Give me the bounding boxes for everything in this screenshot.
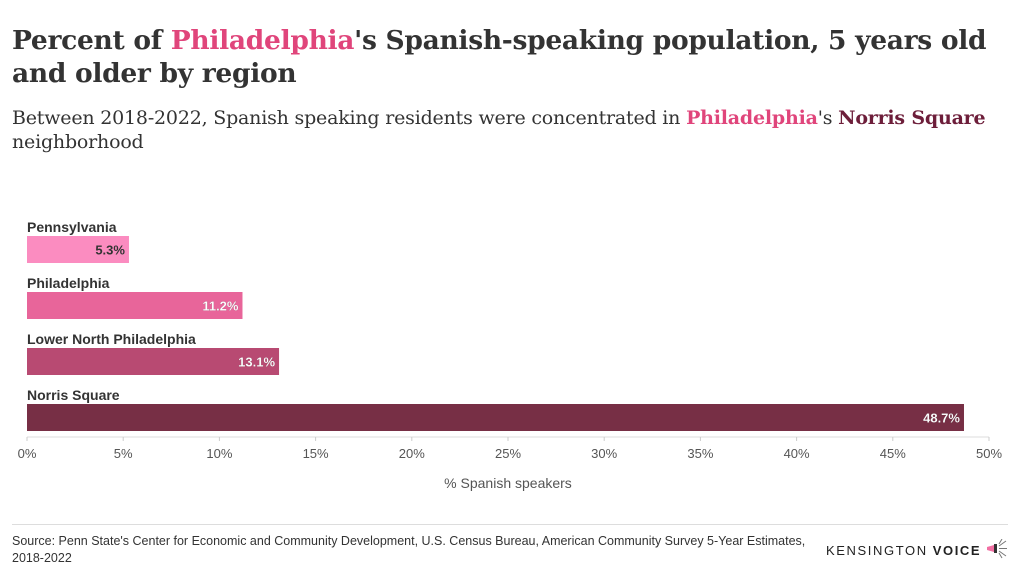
bar-chart: Pennsylvania 5.3% Philadelphia 11.2% Lower N… — [18, 219, 1003, 491]
x-axis-label: % Spanish speakers — [444, 475, 572, 491]
x-tick-label-25: 25% — [495, 446, 521, 461]
logo-word-voice: VOICE — [932, 542, 982, 558]
bar-lower-north-philadelphia — [27, 348, 280, 375]
subtitle-highlight-norris-square: Norris Square — [838, 107, 986, 129]
category-label-lower-north-philadelphia: Lower North Philadelphia — [27, 331, 196, 347]
x-tick-label-40: 40% — [784, 446, 810, 461]
subtitle-text-possessive: 's — [817, 107, 839, 129]
x-tick-label-35: 35% — [687, 446, 713, 461]
bar-pennsylvania — [27, 236, 129, 263]
x-tick-label-50: 50% — [976, 446, 1002, 461]
megaphone-icon — [985, 538, 1009, 562]
chart-subtitle: Between 2018-2022, Spanish speaking resi… — [12, 106, 1002, 154]
x-tick-label-15: 15% — [303, 446, 329, 461]
subtitle-highlight-philadelphia: Philadelphia — [686, 107, 818, 129]
value-label-lower-north-philadelphia: 13.1% — [238, 355, 275, 370]
kensington-voice-logo: KENSINGTON VOICE — [826, 538, 1009, 562]
category-label-pennsylvania: Pennsylvania — [27, 219, 117, 235]
title-text-rest: 's Spanish-speaking population, 5 years … — [12, 25, 987, 89]
title-text: Percent of — [12, 25, 171, 56]
bar-norris-square — [27, 404, 964, 431]
x-tick-label-20: 20% — [399, 446, 425, 461]
subtitle-text: Between 2018-2022, Spanish speaking resi… — [12, 107, 687, 129]
x-tick-label-30: 30% — [591, 446, 617, 461]
value-label-pennsylvania: 5.3% — [95, 243, 125, 258]
footer-divider — [12, 524, 1008, 525]
category-label-norris-square: Norris Square — [27, 387, 120, 403]
category-label-philadelphia: Philadelphia — [27, 275, 110, 291]
value-label-norris-square: 48.7% — [923, 411, 960, 426]
logo-word-kensington: KENSINGTON — [826, 542, 928, 558]
source-note: Source: Penn State's Center for Economic… — [12, 534, 806, 565]
x-tick-label-0: 0% — [18, 446, 37, 461]
value-label-philadelphia: 11.2% — [202, 299, 239, 314]
x-tick-label-45: 45% — [880, 446, 906, 461]
bar-philadelphia — [27, 292, 243, 319]
x-tick-label-5: 5% — [114, 446, 133, 461]
title-highlight-philadelphia: Philadelphia — [170, 25, 355, 56]
subtitle-text-end: neighborhood — [12, 131, 144, 153]
chart-title: Percent of Philadelphia's Spanish-speaki… — [12, 24, 1002, 90]
x-tick-label-10: 10% — [206, 446, 232, 461]
